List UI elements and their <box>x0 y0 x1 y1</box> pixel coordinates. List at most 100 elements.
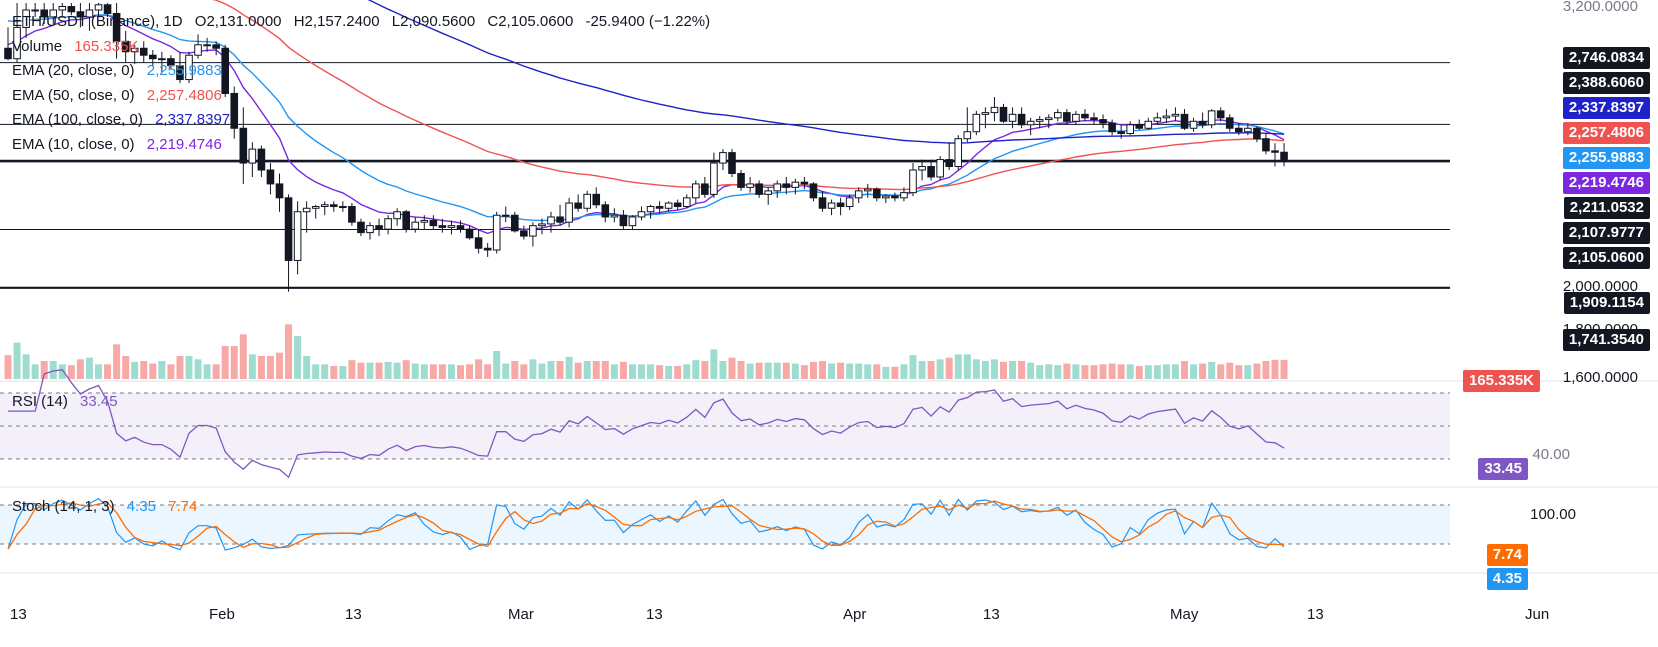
candle-body <box>1180 113 1189 129</box>
ema20-legend[interactable]: EMA (20, close, 0) 2,255.9883 <box>12 62 222 79</box>
candle-body <box>782 183 791 188</box>
candle-body <box>999 106 1008 122</box>
volume-bar <box>1171 364 1179 379</box>
volume-bar <box>1208 361 1216 379</box>
candle-body <box>1162 115 1171 119</box>
candle-body <box>773 183 782 192</box>
stoch-d-price-label: 7.74 <box>1486 544 1528 566</box>
volume-bar <box>574 362 582 379</box>
volume-bar <box>828 363 836 379</box>
candle-body <box>701 183 709 195</box>
volume-bar <box>538 363 546 379</box>
candle-body <box>873 188 881 199</box>
candle-body <box>628 216 637 227</box>
candle-body <box>447 225 456 228</box>
candle-body <box>592 193 601 206</box>
volume-bar <box>1081 365 1089 379</box>
candle-body <box>257 148 266 171</box>
volume-bar <box>221 346 229 379</box>
volume-bar <box>927 361 935 379</box>
stoch-legend[interactable]: Stoch (14, 1, 3) 4.35 7.74 <box>12 498 197 515</box>
candle-body <box>728 152 736 174</box>
ema100-line <box>367 0 1285 144</box>
volume-bar <box>149 363 157 379</box>
volume-bar <box>312 364 320 379</box>
volume-bar <box>95 364 102 379</box>
time-tick: May <box>1170 606 1199 623</box>
ema50-legend-value: 2,257.4806 <box>146 87 222 104</box>
candle-body <box>945 159 954 168</box>
rsi-price-label: 33.45 <box>1478 458 1528 480</box>
volume-bar <box>194 359 202 379</box>
candle-body <box>212 44 220 49</box>
ema100-legend[interactable]: EMA (100, close, 0) 2,337.8397 <box>12 111 230 128</box>
candle-body <box>130 47 139 53</box>
time-tick: Mar <box>508 606 534 623</box>
price-label: 1,909.1154 <box>1563 292 1650 314</box>
volume-bar <box>846 363 854 379</box>
candle-body <box>1008 113 1017 122</box>
volume-bar <box>58 364 66 379</box>
candle-body <box>149 54 157 60</box>
candle-body <box>719 152 727 164</box>
volume-bar <box>1000 361 1007 379</box>
volume-bar <box>502 363 510 379</box>
volume-bar <box>764 362 772 379</box>
candle-body <box>275 183 284 199</box>
volume-legend[interactable]: Volume 165.335K <box>12 38 138 55</box>
volume-bar <box>185 356 193 379</box>
candle-body <box>1026 120 1035 126</box>
volume-bar <box>592 361 600 379</box>
volume-bar <box>4 355 12 379</box>
ohlc-low: L2,090.5600 <box>391 13 476 30</box>
candle-body <box>565 202 573 223</box>
candle-body <box>1072 113 1080 122</box>
ema10-legend[interactable]: EMA (10, close, 0) 2,219.4746 <box>12 136 222 153</box>
rsi-legend[interactable]: RSI (14) 33.45 <box>12 393 118 410</box>
volume-bar <box>1244 365 1252 379</box>
candle-body <box>755 183 763 195</box>
stoch-k-price-label: 4.35 <box>1486 568 1528 590</box>
candle-body <box>1126 124 1135 134</box>
volume-bar <box>85 357 93 379</box>
candle-body <box>1135 124 1144 129</box>
candle-body <box>483 247 492 251</box>
candle-body <box>375 225 383 230</box>
ema50-legend[interactable]: EMA (50, close, 0) 2,257.4806 <box>12 87 222 104</box>
candle-body <box>918 166 926 171</box>
volume-bar <box>891 366 899 379</box>
candle-body <box>456 225 465 230</box>
candle-body <box>248 148 257 164</box>
volume-bar <box>1217 364 1225 379</box>
volume-bar <box>719 361 727 379</box>
volume-bar <box>420 364 428 379</box>
volume-bar <box>447 364 455 379</box>
volume-bar <box>1226 362 1234 379</box>
time-tick: 13 <box>646 606 663 623</box>
price-label: 2,219.4746 <box>1562 172 1650 194</box>
ohlc-high: H2,157.2400 <box>293 13 380 30</box>
candle-body <box>85 9 94 18</box>
volume-bar <box>1036 365 1044 379</box>
candle-body <box>411 221 420 230</box>
price-label: 1,741.3540 <box>1562 329 1650 351</box>
price-label: 2,746.0834 <box>1562 47 1650 69</box>
candle-body <box>574 202 582 209</box>
candle-body <box>863 188 872 192</box>
volume-bar <box>981 361 989 379</box>
candle-body <box>1054 112 1062 119</box>
volume-bar <box>1045 364 1053 379</box>
candle-body <box>429 219 438 227</box>
volume-bar <box>140 361 148 379</box>
volume-bar <box>176 356 184 379</box>
candle-body <box>1090 117 1098 121</box>
volume-bar <box>348 360 356 379</box>
candle-body <box>339 206 347 209</box>
volume-bar <box>122 356 130 379</box>
ema50-legend-label: EMA (50, close, 0) <box>12 87 135 104</box>
ohlc-close: C2,105.0600 <box>487 13 574 30</box>
volume-bar <box>76 359 84 379</box>
candle-body <box>420 219 429 223</box>
volume-bar <box>212 364 220 379</box>
volume-bar <box>972 359 980 379</box>
